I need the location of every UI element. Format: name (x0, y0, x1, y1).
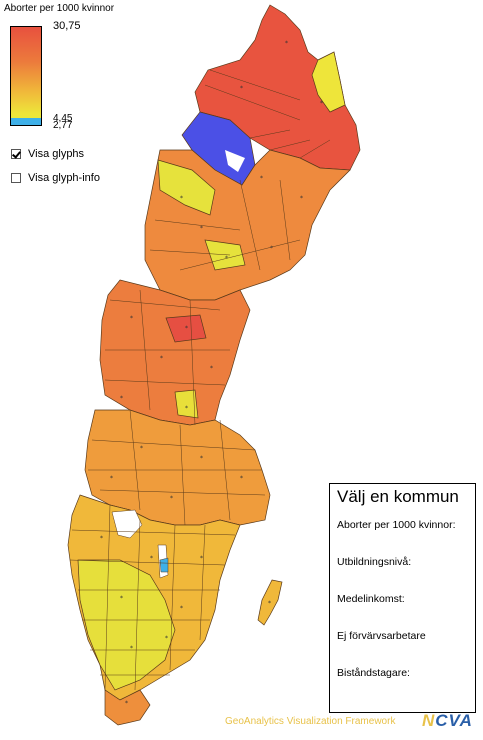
legend-title: Aborter per 1000 kvinnor (4, 3, 115, 14)
legend-max-value: 30,75 (53, 20, 81, 32)
svg-text:*: * (320, 100, 323, 107)
legend-color-bar (10, 26, 42, 126)
svg-text:*: * (120, 395, 123, 402)
show-glyphs-option[interactable]: Visa glyphs (11, 148, 84, 160)
info-education-label: Utbildningsnivå: (337, 556, 412, 568)
framework-credit: GeoAnalytics Visualization Framework (225, 716, 396, 727)
svg-text:*: * (150, 555, 153, 562)
svg-text:*: * (200, 455, 203, 462)
region-mid-norrland[interactable] (99, 279, 251, 426)
svg-text:*: * (270, 245, 273, 252)
svg-text:*: * (165, 635, 168, 642)
svg-text:*: * (130, 315, 133, 322)
show-glyphs-label: Visa glyphs (28, 148, 85, 160)
info-panel-title: Välj en kommun (337, 487, 459, 506)
svg-text:*: * (285, 40, 288, 47)
svg-text:*: * (200, 225, 203, 232)
ncva-logo: NCVA (422, 711, 473, 730)
municipality-info-panel: Välj en kommun Aborter per 1000 kvinnor:… (329, 483, 476, 713)
region-yellow-strip[interactable] (157, 159, 216, 216)
svg-text:*: * (170, 495, 173, 502)
glyph-markers: * * * * * * * * * * * * * * * * * * * * * * * * * * * * * (100, 40, 323, 707)
svg-text:*: * (180, 605, 183, 612)
svg-text:*: * (185, 405, 188, 412)
svg-text:*: * (125, 700, 128, 707)
region-gotaland-yellow[interactable] (77, 559, 176, 691)
show-glyph-info-checkbox[interactable] (11, 173, 21, 183)
svg-text:*: * (240, 85, 243, 92)
region-yellow-patch-3[interactable] (174, 389, 199, 419)
svg-text:*: * (130, 645, 133, 652)
svg-text:*: * (200, 555, 203, 562)
svg-text:*: * (110, 475, 113, 482)
info-abortion-rate-label: Aborter per 1000 kvinnor: (337, 519, 456, 531)
region-red-patch[interactable] (165, 314, 207, 343)
svg-text:*: * (100, 535, 103, 542)
show-glyph-info-label: Visa glyph-info (28, 172, 100, 184)
info-unemployed-label: Ej förvärvsarbetare (337, 630, 426, 642)
info-welfare-label: Biståndstagare: (337, 667, 410, 679)
svg-text:*: * (160, 355, 163, 362)
municipality-borders (69, 69, 331, 691)
region-blue-patch[interactable] (159, 557, 169, 573)
svg-text:*: * (225, 255, 228, 262)
region-yellow-patch-2[interactable] (204, 239, 246, 271)
svg-text:*: * (300, 195, 303, 202)
region-gotland[interactable] (257, 579, 283, 626)
region-skane[interactable] (104, 689, 151, 726)
info-income-label: Medelinkomst: (337, 593, 405, 605)
svg-text:*: * (260, 175, 263, 182)
svg-text:*: * (120, 595, 123, 602)
svg-text:*: * (180, 195, 183, 202)
svg-text:*: * (185, 325, 188, 332)
region-north-east-yellow[interactable] (311, 51, 346, 113)
show-glyph-info-option[interactable]: Visa glyph-info (11, 172, 100, 184)
legend-min-value: 2,77 (53, 120, 73, 131)
legend-mid-value: 4,45 (53, 113, 73, 124)
svg-text:*: * (240, 475, 243, 482)
svg-text:*: * (268, 600, 271, 607)
svg-text:*: * (140, 445, 143, 452)
svg-text:*: * (210, 365, 213, 372)
show-glyphs-checkbox[interactable] (11, 149, 21, 159)
region-lake-white (225, 150, 245, 172)
